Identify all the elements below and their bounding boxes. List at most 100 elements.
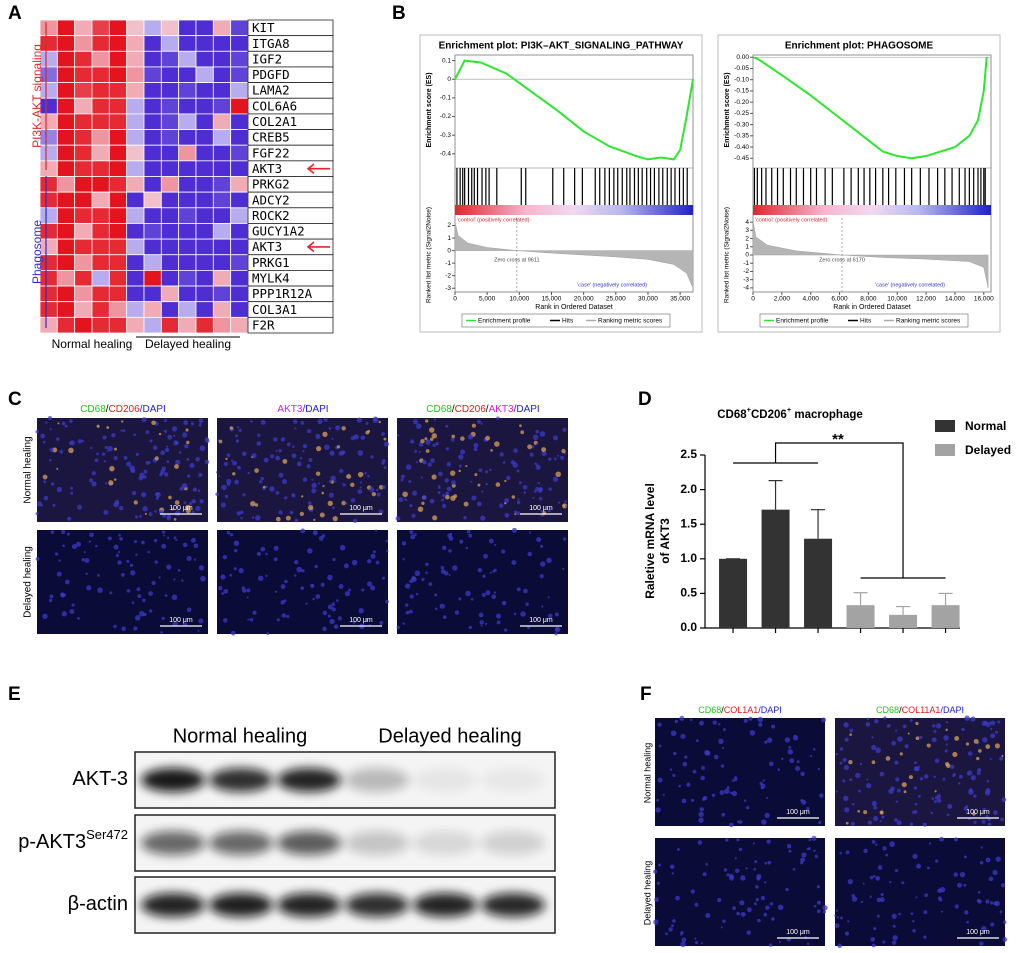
nucleus	[499, 503, 504, 508]
nucleus	[694, 902, 699, 907]
nucleus	[94, 458, 99, 463]
nucleus	[872, 874, 876, 878]
nucleus	[366, 581, 373, 587]
blot-label-part: p-AKT3	[18, 831, 86, 853]
nucleus	[834, 914, 837, 917]
nucleus	[758, 722, 763, 727]
nucleus	[934, 758, 940, 764]
nucleus	[236, 511, 241, 516]
nucleus	[501, 600, 507, 606]
rank-y-tick-label: 3	[745, 227, 749, 234]
nucleus	[695, 739, 699, 743]
nucleus	[280, 584, 286, 589]
nucleus	[198, 618, 204, 624]
nucleus	[327, 500, 333, 506]
nucleus	[171, 594, 178, 601]
heatmap-cell	[160, 223, 180, 240]
nucleus	[421, 495, 427, 501]
column-header-part: AKT3	[277, 404, 302, 415]
heatmap-cell	[230, 66, 249, 83]
nucleus	[134, 615, 141, 621]
nucleus	[223, 618, 228, 623]
nucleus	[218, 475, 221, 478]
micrograph	[217, 530, 388, 634]
nucleus	[120, 429, 123, 432]
nucleus	[850, 821, 855, 826]
nucleus	[889, 881, 892, 884]
micrograph	[37, 418, 208, 522]
nucleus	[901, 782, 907, 788]
nucleus	[679, 715, 685, 721]
nucleus	[670, 730, 677, 737]
heatmap-cell	[178, 50, 197, 68]
nucleus	[945, 743, 948, 746]
nucleus	[350, 482, 355, 488]
chart-title-part: +	[747, 405, 752, 414]
nucleus	[904, 744, 909, 749]
heatmap-cell	[126, 82, 145, 99]
heatmap-cell	[143, 113, 162, 130]
heatmap-cell	[108, 191, 128, 209]
nucleus	[767, 860, 772, 865]
nucleus	[136, 587, 141, 592]
nucleus	[197, 489, 201, 493]
nucleus	[348, 588, 352, 592]
nucleus	[806, 942, 810, 945]
nucleus	[215, 492, 219, 496]
nucleus	[409, 504, 413, 508]
nucleus	[669, 768, 673, 771]
nucleus	[697, 840, 703, 845]
nucleus	[291, 493, 296, 498]
nucleus	[520, 430, 525, 435]
nucleus	[220, 574, 226, 580]
nucleus	[460, 449, 466, 455]
nucleus	[871, 800, 877, 807]
nucleus	[965, 811, 968, 814]
nucleus	[322, 485, 325, 488]
heatmap-cell	[91, 254, 110, 271]
scale-bar-label: 100 μm	[169, 505, 193, 512]
nucleus	[307, 548, 313, 554]
band	[345, 768, 409, 792]
nucleus	[70, 491, 74, 495]
nucleus	[479, 620, 484, 625]
nucleus	[676, 848, 680, 851]
nucleus	[42, 440, 46, 444]
nucleus	[528, 531, 532, 534]
nucleus	[480, 515, 486, 521]
nucleus	[847, 920, 850, 923]
nucleus	[246, 596, 249, 599]
nucleus	[514, 510, 518, 514]
nucleus	[405, 464, 412, 470]
heatmap-cell	[91, 82, 110, 99]
heatmap-cell	[91, 191, 110, 209]
heatmap-cell	[143, 35, 162, 52]
nucleus	[527, 625, 531, 630]
x-tick-label: 2,000	[774, 296, 791, 303]
nucleus	[926, 866, 930, 870]
nucleus	[540, 544, 544, 548]
nucleus	[748, 716, 753, 721]
nucleus	[964, 715, 970, 721]
nucleus	[185, 428, 189, 432]
nucleus	[765, 905, 770, 910]
nucleus	[972, 812, 976, 816]
heatmap-cell	[212, 254, 232, 271]
heatmap-cell	[74, 269, 93, 287]
heatmap-cell	[195, 254, 214, 271]
nucleus	[89, 478, 94, 483]
nucleus	[534, 462, 537, 465]
x-tick-label: 35,000	[670, 296, 690, 303]
nucleus	[936, 798, 942, 803]
heatmap-cell	[178, 129, 197, 146]
nucleus	[922, 822, 927, 827]
nucleus	[933, 730, 937, 734]
nucleus	[458, 454, 464, 460]
nucleus	[155, 492, 160, 497]
nucleus	[916, 863, 922, 869]
group-label: Phagosome	[30, 220, 44, 284]
nucleus	[296, 461, 302, 467]
band	[481, 831, 545, 855]
nucleus	[702, 795, 708, 801]
nucleus	[510, 460, 516, 465]
